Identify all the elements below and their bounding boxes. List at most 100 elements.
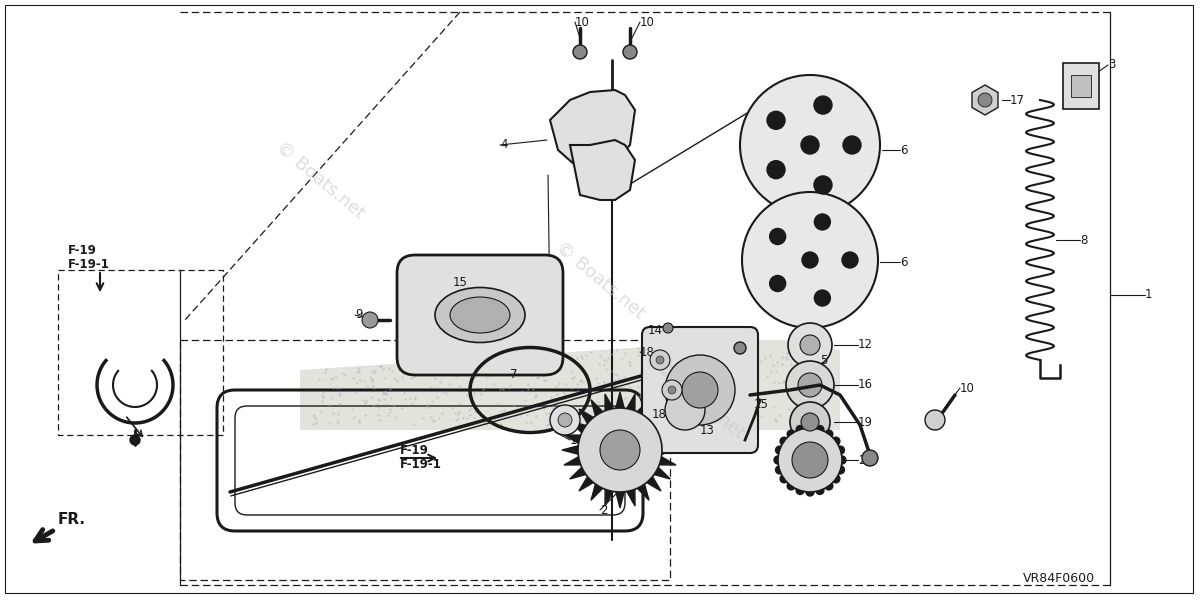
Circle shape [824, 482, 833, 490]
Text: 8: 8 [1080, 233, 1087, 247]
Circle shape [836, 446, 845, 454]
Circle shape [767, 112, 785, 130]
Polygon shape [570, 140, 635, 200]
Circle shape [788, 323, 832, 367]
Polygon shape [637, 484, 649, 500]
Circle shape [682, 372, 718, 408]
Polygon shape [654, 421, 671, 433]
Circle shape [668, 386, 676, 394]
Circle shape [786, 361, 834, 409]
Circle shape [740, 75, 880, 215]
Circle shape [769, 229, 786, 244]
Circle shape [832, 475, 840, 483]
Circle shape [806, 424, 814, 432]
Text: F-19-1: F-19-1 [400, 458, 442, 472]
Polygon shape [647, 409, 661, 424]
Circle shape [814, 96, 832, 114]
Circle shape [767, 161, 785, 179]
Polygon shape [605, 394, 613, 411]
Circle shape [814, 176, 832, 194]
Circle shape [734, 342, 746, 354]
Text: 18: 18 [640, 346, 655, 358]
Text: VR84F0600: VR84F0600 [1022, 571, 1096, 584]
Circle shape [842, 136, 862, 154]
Text: 4: 4 [500, 139, 508, 151]
Circle shape [790, 402, 830, 442]
Circle shape [925, 410, 946, 430]
Circle shape [800, 335, 820, 355]
Circle shape [816, 425, 824, 434]
Text: 17: 17 [1010, 94, 1025, 107]
Polygon shape [605, 489, 613, 506]
Bar [58, 270, 223, 435]
Circle shape [787, 430, 796, 438]
Circle shape [362, 312, 378, 328]
Circle shape [787, 482, 796, 490]
Polygon shape [616, 392, 624, 408]
Circle shape [798, 373, 822, 397]
Polygon shape [564, 457, 581, 465]
Circle shape [574, 45, 587, 59]
Circle shape [978, 93, 992, 107]
Polygon shape [592, 484, 602, 500]
Bar [180, 340, 670, 580]
Circle shape [838, 456, 846, 464]
Text: 15: 15 [754, 398, 769, 412]
Text: 10: 10 [575, 16, 590, 28]
Circle shape [792, 442, 828, 478]
Text: 10: 10 [960, 382, 974, 395]
Circle shape [623, 45, 637, 59]
Text: 1: 1 [1145, 289, 1152, 301]
Polygon shape [659, 457, 676, 465]
Circle shape [778, 428, 842, 492]
Text: 15: 15 [454, 275, 468, 289]
Circle shape [842, 252, 858, 268]
Circle shape [780, 475, 788, 483]
Polygon shape [570, 421, 586, 433]
Text: 6: 6 [900, 256, 907, 269]
Circle shape [650, 350, 670, 370]
Circle shape [824, 430, 833, 438]
Text: 7: 7 [510, 368, 517, 382]
Text: 19: 19 [858, 415, 874, 428]
Text: FR.: FR. [35, 512, 86, 541]
Polygon shape [570, 467, 586, 479]
Text: 16: 16 [858, 379, 874, 391]
Circle shape [802, 252, 818, 268]
Circle shape [862, 450, 878, 466]
Circle shape [769, 275, 786, 292]
Text: 13: 13 [700, 424, 715, 437]
Circle shape [662, 323, 673, 333]
Circle shape [558, 413, 572, 427]
Circle shape [802, 136, 818, 154]
Circle shape [796, 425, 804, 434]
Polygon shape [578, 409, 594, 424]
Circle shape [578, 408, 662, 492]
Polygon shape [637, 400, 649, 416]
Polygon shape [592, 400, 602, 416]
Text: 12: 12 [858, 338, 874, 352]
Polygon shape [562, 446, 578, 454]
FancyBboxPatch shape [1063, 63, 1099, 109]
Circle shape [836, 466, 845, 474]
Circle shape [550, 405, 580, 435]
Polygon shape [578, 476, 594, 491]
FancyBboxPatch shape [397, 255, 563, 375]
Circle shape [796, 487, 804, 494]
Text: 14: 14 [648, 323, 662, 337]
Circle shape [656, 356, 664, 364]
Circle shape [780, 437, 788, 445]
Polygon shape [564, 435, 581, 443]
Circle shape [665, 355, 734, 425]
Text: © Boats.net: © Boats.net [652, 358, 748, 442]
Polygon shape [626, 394, 635, 411]
Circle shape [775, 466, 784, 474]
Text: 6: 6 [900, 143, 907, 157]
Circle shape [775, 446, 784, 454]
Circle shape [832, 437, 840, 445]
Text: F-19-1: F-19-1 [68, 259, 110, 271]
Text: F-19: F-19 [400, 443, 428, 457]
Text: 18: 18 [652, 409, 667, 421]
Polygon shape [659, 435, 676, 443]
Polygon shape [1072, 75, 1091, 97]
